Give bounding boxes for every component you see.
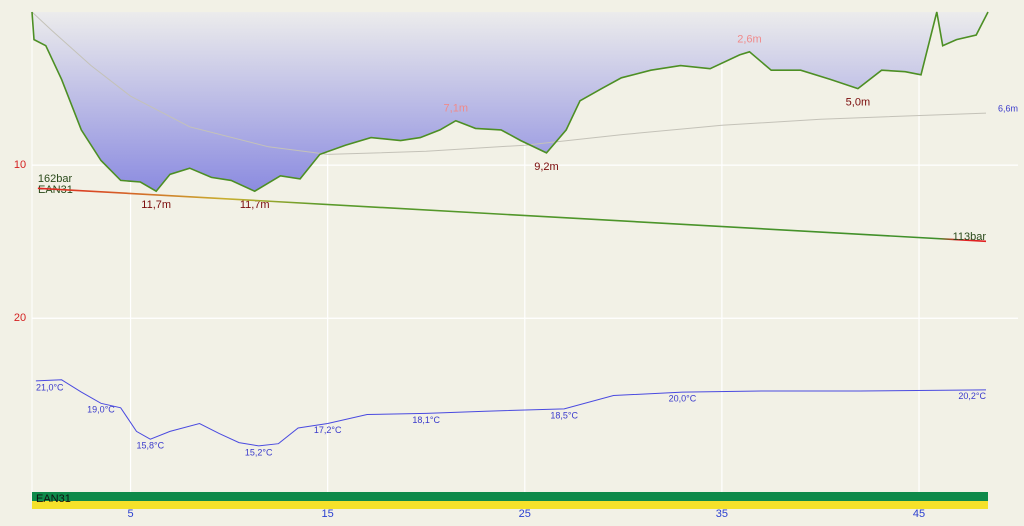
depth-line — [31, 11, 989, 193]
depth-label: 2,6m — [737, 34, 761, 46]
x-tick-label: 5 — [127, 508, 133, 520]
pressure-line — [37, 187, 987, 243]
temperature-label: 19,0°C — [87, 405, 115, 415]
temperature-label: 20,0°C — [669, 393, 697, 403]
depth-label: 9,2m — [534, 161, 558, 173]
gas-bar — [32, 492, 988, 501]
x-tick-label: 45 — [913, 508, 925, 520]
temperature-label: 17,2°C — [314, 425, 342, 435]
temperature-label: 15,2°C — [245, 447, 273, 457]
depth-label: 5,0m — [846, 96, 870, 108]
gas-bar-label: EAN31 — [36, 493, 71, 505]
pressure-label: 162bar — [38, 173, 73, 185]
temperature-label: 15,8°C — [136, 441, 164, 451]
depth-label: 7,1m — [444, 103, 468, 115]
gas-bar-lower — [32, 501, 988, 509]
x-tick-label: 15 — [322, 508, 334, 520]
temperature-line — [35, 379, 987, 447]
depth-label: 11,7m — [141, 199, 171, 211]
avg-depth-line — [31, 11, 987, 155]
temperature-label: 20,2°C — [958, 391, 986, 401]
x-tick-label: 35 — [716, 508, 728, 520]
depth-area — [32, 12, 988, 192]
depth-label: 11,7m — [240, 199, 270, 211]
temperature-label: 18,5°C — [550, 410, 578, 420]
y-tick-label: 10 — [14, 159, 26, 171]
temperature-label: 18,1°C — [412, 415, 440, 425]
x-tick-label: 25 — [519, 508, 531, 520]
temperature-label: 21,0°C — [36, 382, 64, 392]
pressure-label: 113bar — [953, 231, 987, 243]
avg-depth-label: 6,6m — [998, 103, 1018, 113]
y-tick-label: 20 — [14, 312, 26, 324]
